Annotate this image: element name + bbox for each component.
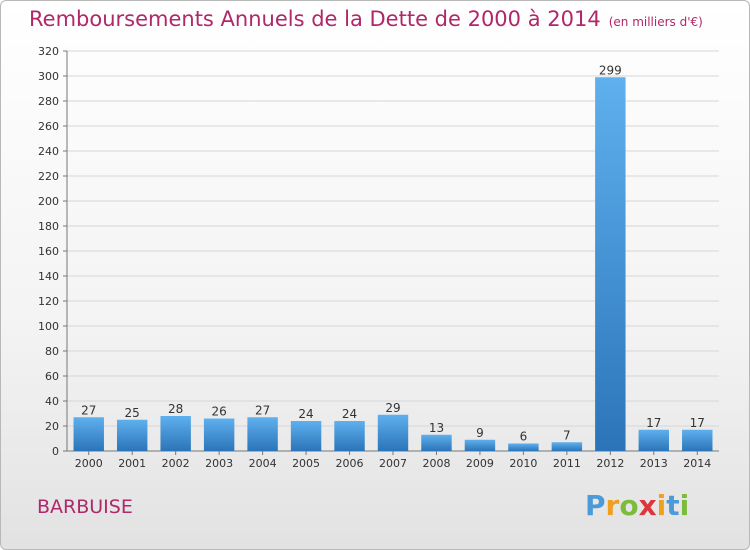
x-tick-label-2006: 2006 <box>336 457 364 470</box>
bar-2007 <box>377 414 409 451</box>
chart-subtitle: (en milliers d'€) <box>608 15 703 29</box>
y-tick-labels: 0 20 40 60 80 100 120 140 160 180 200 220 240 260 280 3… <box>38 45 59 458</box>
y-tick-label: 140 <box>38 270 59 283</box>
x-tick-label-2012: 2012 <box>596 457 624 470</box>
bar-2009 <box>464 439 496 451</box>
logo-letter: t <box>666 489 680 522</box>
x-tick-label-2004: 2004 <box>249 457 277 470</box>
bar-2002 <box>160 416 191 451</box>
value-label-2009: 9 <box>476 426 484 440</box>
y-tick-label: 80 <box>45 345 59 358</box>
value-label-2007: 29 <box>385 401 400 415</box>
logo-letter: i <box>679 489 690 522</box>
bar-2000 <box>73 417 104 451</box>
y-tick-label: 220 <box>38 170 59 183</box>
value-label-2014: 17 <box>690 416 705 430</box>
place-name: BARBUISE <box>37 496 133 518</box>
value-label-2008: 13 <box>429 421 444 435</box>
y-tick-label: 300 <box>38 70 59 83</box>
bar-2011 <box>551 442 583 451</box>
value-label-2006: 24 <box>342 407 357 421</box>
bar-2012 <box>595 77 626 451</box>
x-tick-label-2014: 2014 <box>683 457 711 470</box>
x-tick-label-2005: 2005 <box>292 457 320 470</box>
y-tick-label: 320 <box>38 45 59 58</box>
value-label-2013: 17 <box>646 416 661 430</box>
bar-2013 <box>638 429 670 451</box>
x-tick-label-2000: 2000 <box>75 457 103 470</box>
y-tick-label: 120 <box>38 295 59 308</box>
value-label-2004: 27 <box>255 403 270 417</box>
logo-letter: P <box>585 489 606 522</box>
value-label-2002: 28 <box>168 402 183 416</box>
x-tick-label-2007: 2007 <box>379 457 407 470</box>
y-tick-label: 160 <box>38 245 59 258</box>
value-label-2010: 6 <box>520 430 528 444</box>
y-tick-label: 0 <box>52 445 59 458</box>
bars <box>73 77 713 451</box>
x-tick-label-2002: 2002 <box>162 457 190 470</box>
value-labels: 27 25 28 26 27 24 24 29 13 9 6 7 299 17 17 <box>81 63 705 443</box>
x-tick-label-2003: 2003 <box>205 457 233 470</box>
y-tick-label: 20 <box>45 420 59 433</box>
x-tick-label-2009: 2009 <box>466 457 494 470</box>
proxiti-logo: Proxiti <box>585 489 689 522</box>
x-tick-label-2013: 2013 <box>640 457 668 470</box>
value-label-2003: 26 <box>211 405 226 419</box>
y-tick-label: 100 <box>38 320 59 333</box>
y-tick-label: 260 <box>38 120 59 133</box>
chart-title-text: Remboursements Annuels de la Dette de 20… <box>29 7 601 31</box>
bar-2003 <box>203 418 235 451</box>
bar-2008 <box>421 434 452 451</box>
x-tick-label-2008: 2008 <box>422 457 450 470</box>
y-tick-label: 180 <box>38 220 59 233</box>
chart-title: Remboursements Annuels de la Dette de 20… <box>29 7 703 31</box>
x-tick-label-2011: 2011 <box>553 457 581 470</box>
x-tick-label-2001: 2001 <box>118 457 146 470</box>
value-label-2011: 7 <box>563 428 571 442</box>
y-tick-label: 40 <box>45 395 59 408</box>
bar-2014 <box>682 429 713 451</box>
x-tick-label-2010: 2010 <box>509 457 537 470</box>
bar-2010 <box>508 443 539 451</box>
value-label-2012: 299 <box>599 63 622 77</box>
value-label-2001: 25 <box>125 406 140 420</box>
y-tick-label: 200 <box>38 195 59 208</box>
bar-2001 <box>116 419 148 451</box>
y-tick-label: 280 <box>38 95 59 108</box>
bar-2006 <box>334 421 365 451</box>
bar-2005 <box>290 421 322 451</box>
value-label-2005: 24 <box>298 407 313 421</box>
x-tick-labels: 2000 2001 2002 2003 2004 2005 2006 2007 2008 2009… <box>75 451 711 470</box>
logo-letter: r <box>605 489 620 522</box>
logo-letter: o <box>619 489 639 522</box>
value-label-2000: 27 <box>81 403 96 417</box>
logo-letter: x <box>638 489 657 522</box>
bar-2004 <box>247 417 278 451</box>
y-tick-label: 60 <box>45 370 59 383</box>
y-tick-label: 240 <box>38 145 59 158</box>
logo-letter: i <box>656 489 667 522</box>
